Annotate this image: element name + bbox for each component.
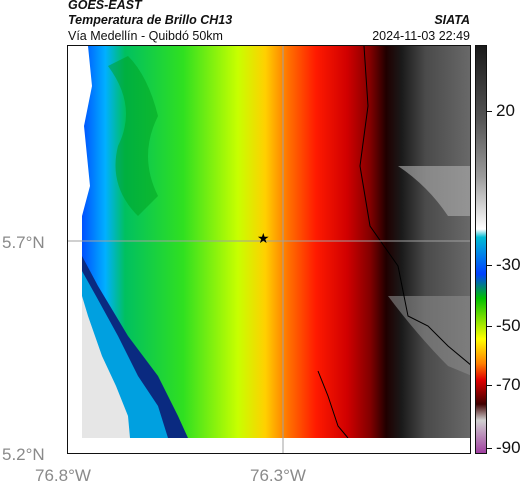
- star-icon: ★: [257, 230, 270, 246]
- satellite-name: GOES-EAST: [68, 0, 142, 12]
- lat-tick-5-2: 5.2°N: [2, 445, 45, 464]
- product-title: Temperatura de Brillo CH13: [68, 13, 233, 27]
- brightness-temperature-map: ★: [67, 45, 471, 454]
- region-label: Vía Medellín - Quibdó 50km: [68, 29, 223, 43]
- datetime-label: 2024-11-03 22:49: [372, 29, 470, 43]
- colorbar-label-minus-90: -90: [496, 438, 521, 457]
- map-image: [68, 46, 470, 453]
- lon-tick-76-3: 76.3°W: [250, 466, 306, 485]
- source-label: SIATA: [434, 13, 470, 27]
- colorbar-tick-mark: [487, 326, 492, 327]
- lat-tick-5-7: 5.7°N: [2, 233, 45, 252]
- colorbar-label-minus-70: -70: [496, 375, 521, 394]
- colorbar-label-minus-30: -30: [496, 255, 521, 274]
- colorbar-label-minus-50: -50: [496, 316, 521, 335]
- temperature-colorbar: [475, 45, 487, 454]
- colorbar-tick-mark: [487, 448, 492, 449]
- colorbar-label-20: 20: [496, 101, 515, 120]
- colorbar-tick-mark: [487, 385, 492, 386]
- colorbar-tick-mark: [487, 111, 492, 112]
- colorbar-tick-mark: [487, 265, 492, 266]
- lon-tick-76-8: 76.8°W: [35, 466, 91, 485]
